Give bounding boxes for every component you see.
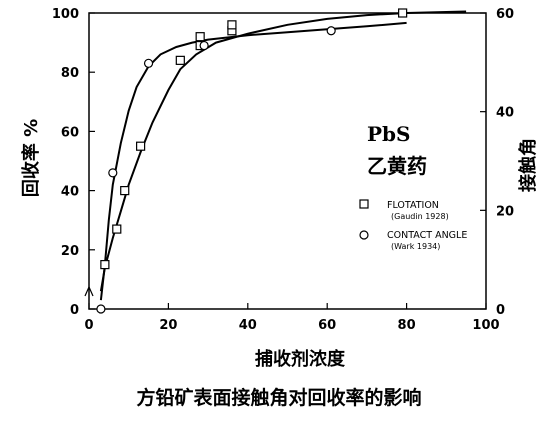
x-tick-label: 80 [398, 318, 416, 333]
y-tick-label: 80 [61, 66, 79, 81]
legend: FLOTATION (Gaudin 1928) CONTACT ANGLE (W… [359, 199, 467, 251]
contact-angle-point [199, 40, 209, 51]
flotation-point [120, 186, 130, 196]
y2-tick-label: 20 [496, 204, 514, 219]
legend-label-contact-angle: CONTACT ANGLE [387, 230, 467, 241]
contact-angle-point [108, 168, 118, 178]
flotation-point [195, 32, 205, 42]
contact-angle-point [96, 304, 106, 314]
origin-arrow-marker [84, 285, 94, 297]
y-tick-label: 0 [70, 303, 79, 318]
figure-caption: 方铅矿表面接触角对回收率的影响 [136, 387, 422, 409]
x-tick-label: 60 [318, 318, 336, 333]
x-tick-label: 100 [472, 318, 499, 333]
plot-frame [88, 12, 487, 310]
flotation-point [227, 20, 237, 30]
legend-circle-marker [359, 230, 369, 240]
x-tick-label: 0 [84, 318, 93, 333]
x-tick-label: 40 [239, 318, 257, 333]
x-tick-label: 20 [159, 318, 177, 333]
series-line-flotation [99, 10, 467, 292]
annotation-substance: PbS [367, 122, 410, 146]
y2-tick-label: 40 [496, 106, 514, 121]
x-axis-label: 捕收剂浓度 [255, 348, 346, 370]
legend-source-contact-angle: (Wark 1934) [391, 242, 440, 251]
flotation-point [136, 141, 146, 151]
legend-label-flotation: FLOTATION [387, 200, 439, 211]
y-tick-label: 100 [52, 7, 79, 22]
contact-angle-point [326, 26, 336, 36]
y-axis-label: 回收率 % [20, 119, 42, 197]
flotation-point [398, 8, 408, 18]
legend-square-marker [359, 199, 369, 209]
y2-tick-label: 0 [496, 303, 505, 318]
contact-angle-point [143, 58, 154, 68]
y-tick-label: 20 [61, 244, 79, 259]
y2-axis-label: 接触角 [517, 138, 539, 192]
y-tick-label: 60 [61, 125, 79, 140]
series-line-contact-angle [99, 21, 407, 301]
y-tick-label: 40 [61, 185, 79, 200]
legend-source-flotation: (Gaudin 1928) [391, 212, 449, 221]
y2-tick-label: 60 [496, 7, 514, 22]
flotation-point [175, 55, 185, 65]
flotation-point [112, 224, 122, 234]
annotation-reagent: 乙黄药 [367, 154, 427, 178]
flotation-point [100, 260, 110, 270]
